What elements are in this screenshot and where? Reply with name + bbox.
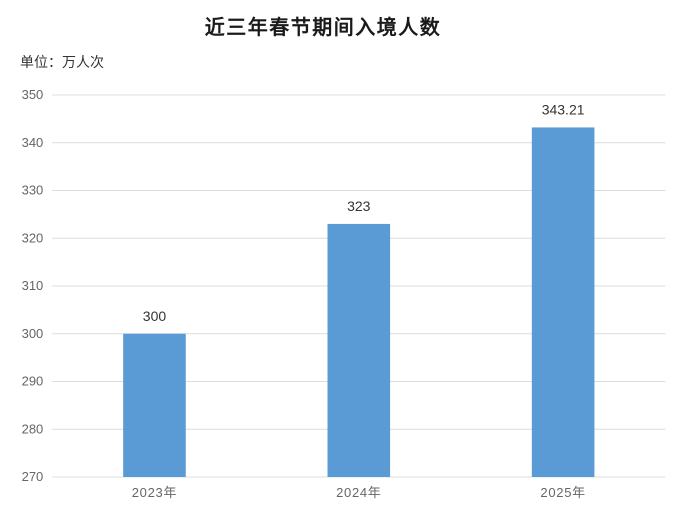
svg-text:300: 300	[143, 308, 167, 324]
svg-text:2023年: 2023年	[132, 485, 177, 500]
svg-text:280: 280	[22, 421, 44, 436]
svg-text:2024年: 2024年	[336, 485, 381, 500]
svg-text:343.21: 343.21	[542, 101, 585, 117]
svg-text:270: 270	[22, 469, 44, 484]
svg-text:2025年: 2025年	[540, 485, 585, 500]
svg-text:300: 300	[22, 326, 44, 341]
svg-text:330: 330	[22, 183, 44, 198]
svg-text:320: 320	[22, 230, 44, 245]
svg-text:323: 323	[347, 198, 371, 214]
svg-text:290: 290	[22, 374, 44, 389]
svg-text:350: 350	[22, 87, 44, 102]
svg-text:310: 310	[22, 278, 44, 293]
svg-text:340: 340	[22, 135, 44, 150]
